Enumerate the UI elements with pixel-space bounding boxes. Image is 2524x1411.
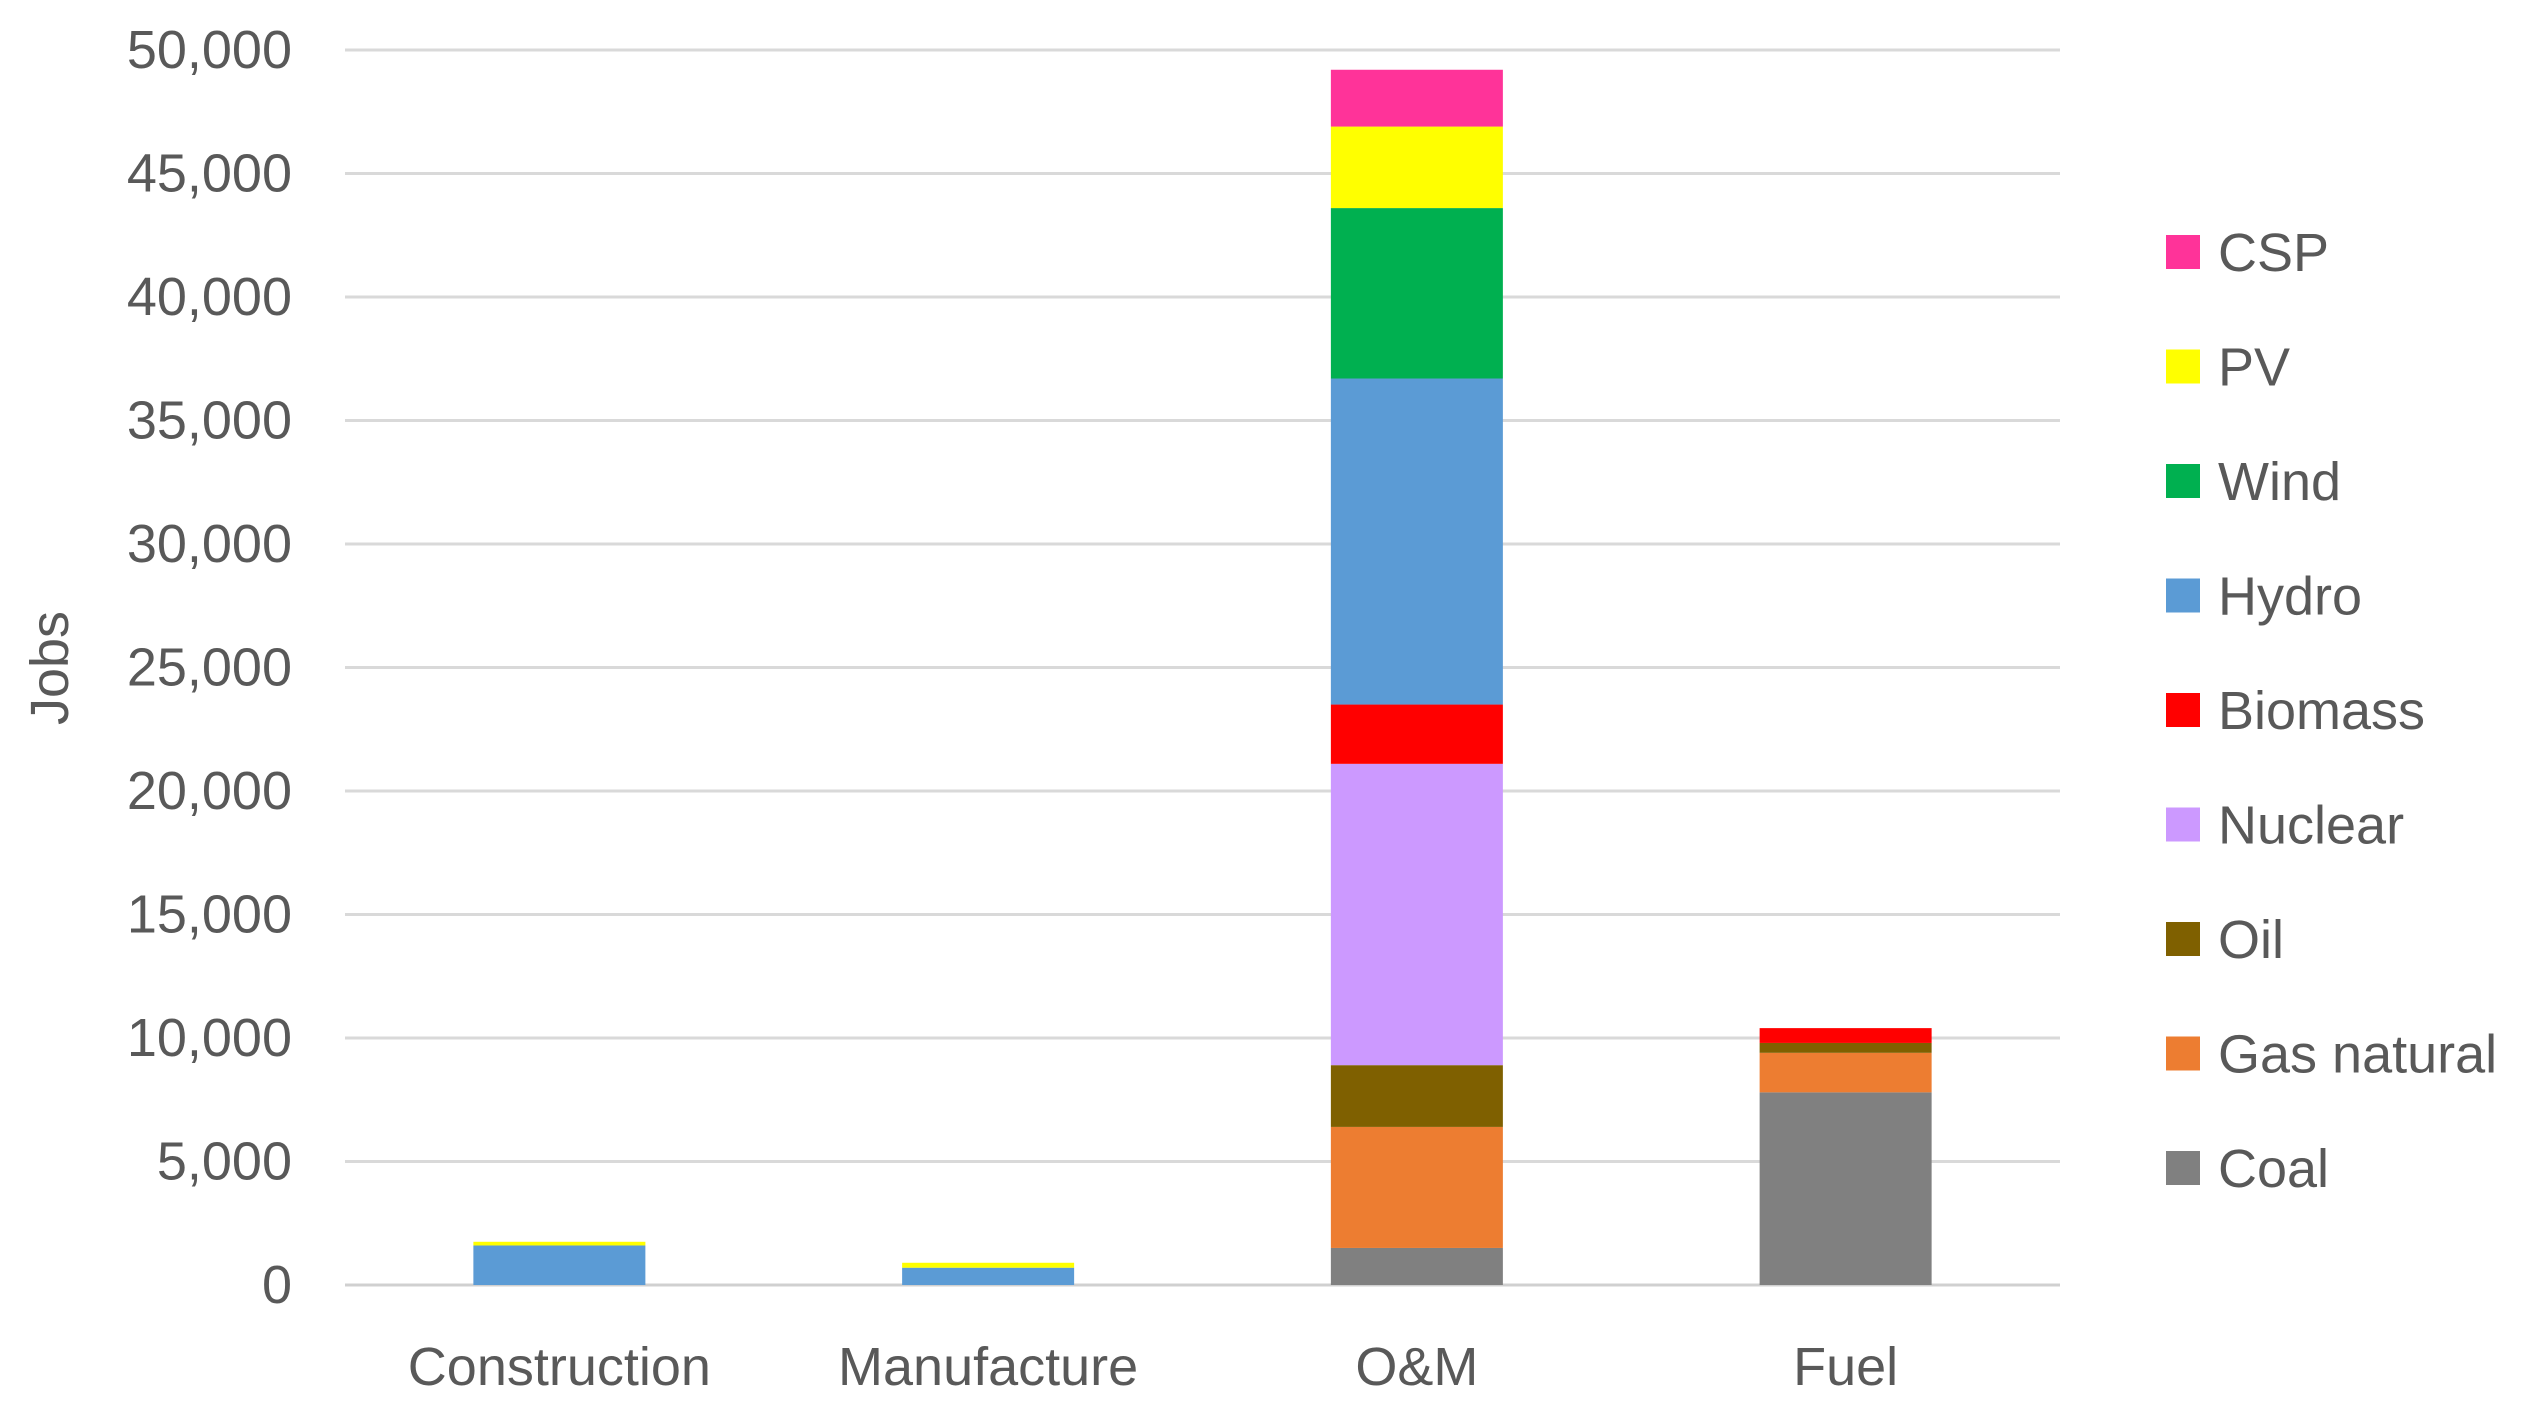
legend-swatch — [2166, 1151, 2200, 1185]
bar-segment-wind-o-m — [1330, 208, 1503, 379]
legend-item: Hydro — [2166, 567, 2362, 627]
legend-swatch — [2166, 807, 2200, 842]
bar-segment-hydro-o-m — [1330, 378, 1503, 705]
bar-segment-biomass-o-m — [1330, 704, 1503, 764]
legend-item: Oil — [2166, 910, 2284, 970]
bar-segment-pv-construction — [473, 1241, 646, 1246]
bar-segment-biomass-fuel — [1759, 1028, 1932, 1043]
y-tick-label: 0 — [262, 1255, 292, 1315]
legend-label: Nuclear — [2218, 796, 2404, 856]
legend-label: Coal — [2218, 1139, 2329, 1199]
bar-segment-gas-natural-fuel — [1759, 1052, 1932, 1093]
legend-swatch — [2166, 349, 2200, 384]
y-tick-label: 35,000 — [127, 391, 292, 451]
legend-swatch — [2166, 464, 2200, 498]
legend-item: Biomass — [2166, 681, 2425, 741]
bar-segment-nuclear-o-m — [1330, 763, 1503, 1066]
bar-segment-pv-manufacture — [902, 1262, 1075, 1268]
bar-segment-pv-o-m — [1330, 126, 1503, 209]
legend-item: Coal — [2166, 1139, 2329, 1199]
gridlines — [345, 48, 2060, 1287]
legend-label: Gas natural — [2218, 1025, 2497, 1085]
legend-item: Wind — [2166, 452, 2341, 512]
bar-segment-gas-natural-o-m — [1330, 1126, 1503, 1248]
legend-label: Oil — [2218, 910, 2284, 970]
x-category-label: Construction — [408, 1337, 711, 1397]
y-tick-label: 25,000 — [127, 638, 292, 698]
bars — [473, 69, 1932, 1285]
y-tick-label: 30,000 — [127, 514, 292, 574]
legend-label: Biomass — [2218, 681, 2425, 741]
x-category-label: Fuel — [1793, 1337, 1898, 1397]
bar-segment-hydro-construction — [473, 1245, 646, 1285]
y-tick-label: 45,000 — [127, 144, 292, 204]
legend-swatch — [2166, 1036, 2200, 1071]
legend-swatch — [2166, 578, 2200, 613]
legend-item: Nuclear — [2166, 796, 2404, 856]
legend-item: PV — [2166, 338, 2290, 398]
y-tick-label: 50,000 — [127, 20, 292, 80]
bar-segment-oil-o-m — [1330, 1065, 1503, 1127]
x-axis-category-labels: Construction Manufacture O&M Fuel — [408, 1337, 1898, 1397]
legend-item: CSP — [2166, 223, 2329, 283]
bar-segment-csp-o-m — [1330, 69, 1503, 127]
legend: CSP PV Wind Hydro Biomass Nuclear Oil Gas natur… — [2166, 223, 2497, 1199]
legend-swatch — [2166, 693, 2200, 727]
x-category-label: Manufacture — [838, 1337, 1138, 1397]
legend-label: CSP — [2218, 223, 2329, 283]
legend-label: Wind — [2218, 452, 2341, 512]
legend-swatch — [2166, 235, 2200, 269]
bar-segment-oil-fuel — [1759, 1042, 1932, 1053]
y-tick-label: 40,000 — [127, 267, 292, 327]
y-axis-title: Jobs — [20, 611, 80, 725]
y-tick-label: 10,000 — [127, 1008, 292, 1068]
y-tick-label: 20,000 — [127, 761, 292, 821]
legend-label: PV — [2218, 338, 2290, 398]
legend-label: Hydro — [2218, 567, 2362, 627]
x-category-label: O&M — [1355, 1337, 1478, 1397]
y-tick-label: 15,000 — [127, 885, 292, 945]
bar-segment-hydro-manufacture — [902, 1267, 1075, 1285]
legend-item: Gas natural — [2166, 1025, 2497, 1085]
y-axis-tick-labels: 0 5,000 10,000 15,000 20,000 25,000 30,000 35,0… — [127, 20, 292, 1315]
legend-swatch — [2166, 922, 2200, 956]
bar-segment-coal-fuel — [1759, 1092, 1932, 1285]
bar-segment-coal-o-m — [1330, 1247, 1503, 1285]
y-tick-label: 5,000 — [157, 1132, 292, 1192]
